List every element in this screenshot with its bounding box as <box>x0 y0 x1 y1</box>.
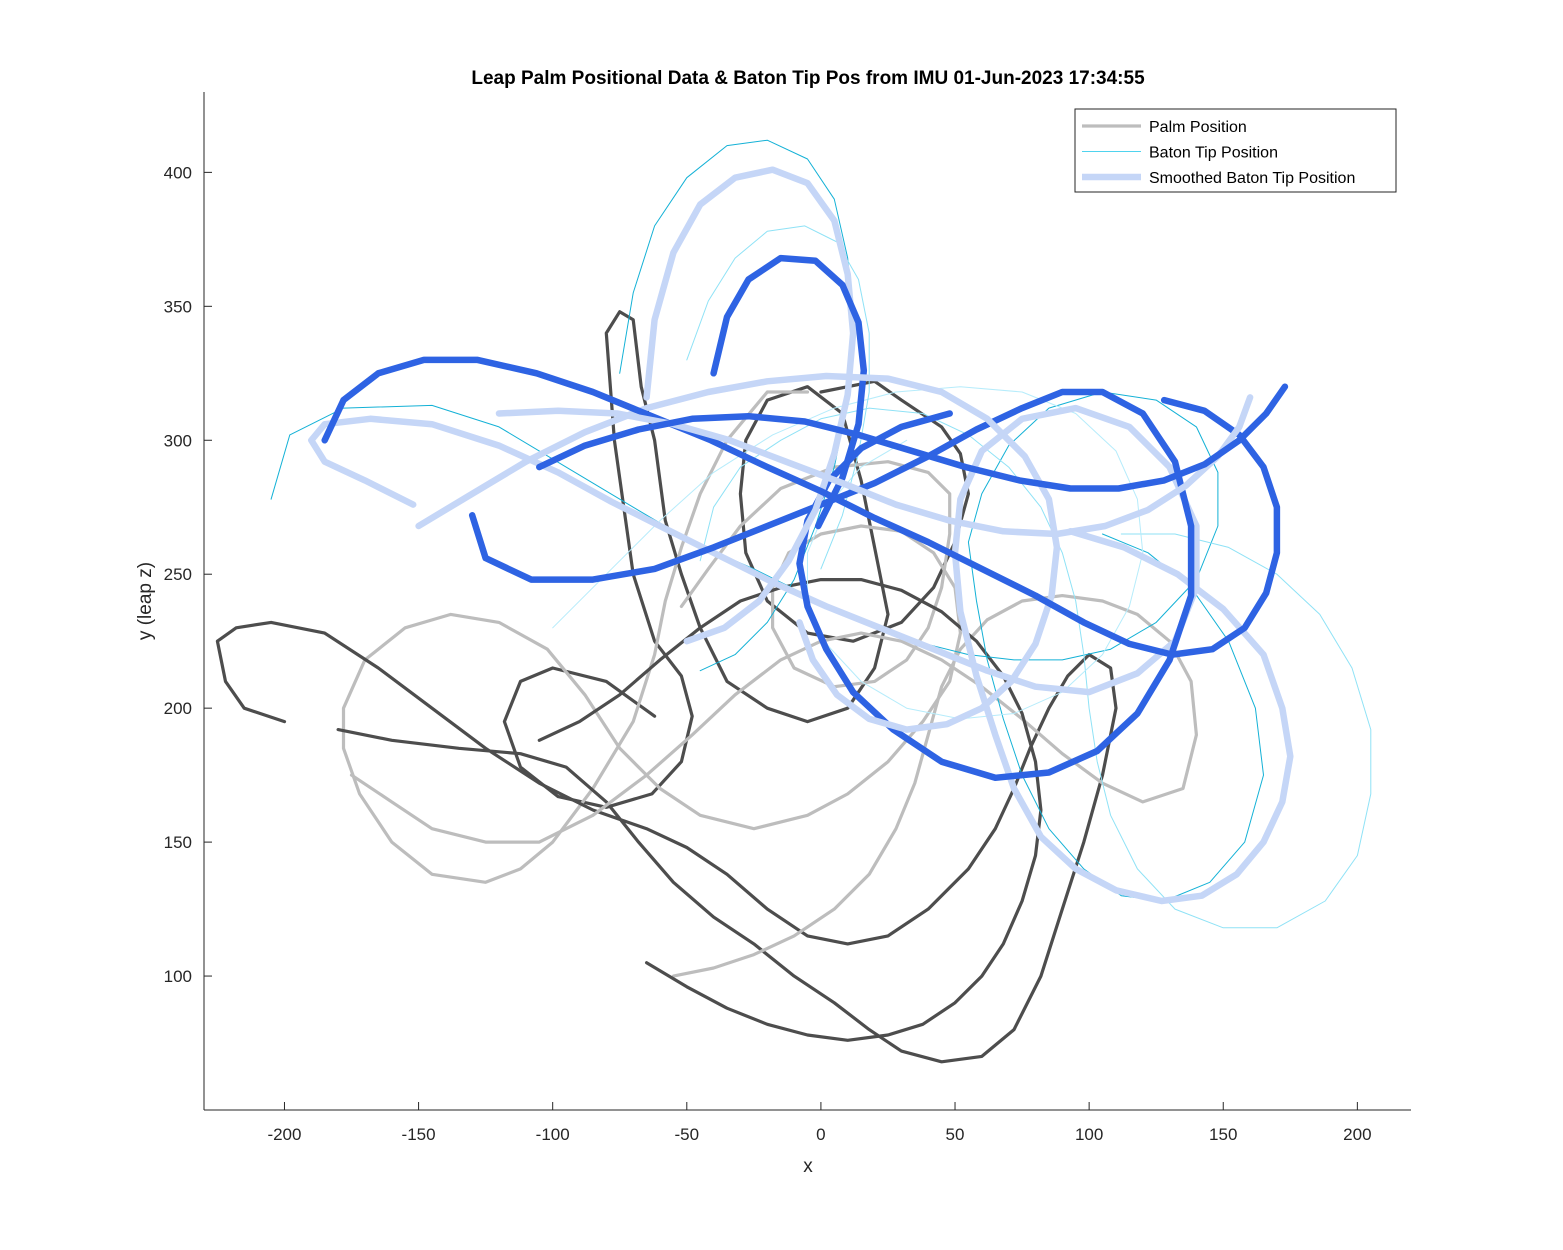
y-tick-label: 200 <box>164 699 192 718</box>
x-tick-label: -50 <box>675 1125 700 1144</box>
x-tick-label: 50 <box>946 1125 965 1144</box>
smooth-line <box>710 254 868 530</box>
legend-entry-label: Palm Position <box>1149 119 1247 136</box>
y-tick-label: 250 <box>164 565 192 584</box>
x-axis-label: x <box>803 1156 813 1177</box>
chart-title: Leap Palm Positional Data & Baton Tip Po… <box>471 68 1145 89</box>
smooth-line <box>308 404 1294 905</box>
palm-line <box>349 593 1199 978</box>
y-tick-label: 350 <box>164 297 192 316</box>
x-tick-label: -100 <box>536 1125 570 1144</box>
y-tick-label: 400 <box>164 163 192 182</box>
plot-lines <box>215 139 1372 1064</box>
y-axis-label: y (leap z) <box>135 562 156 640</box>
legend-entry-label: Smoothed Baton Tip Position <box>1149 170 1355 187</box>
y-tick-label: 100 <box>164 967 192 986</box>
x-tick-label: -200 <box>267 1125 301 1144</box>
x-tick-label: 150 <box>1209 1125 1237 1144</box>
raw-line <box>619 139 854 672</box>
legend-entry-label: Baton Tip Position <box>1149 145 1278 162</box>
y-tick-label: 300 <box>164 431 192 450</box>
palm-line <box>502 310 971 809</box>
smooth-line <box>468 388 1195 782</box>
x-tick-label: 100 <box>1075 1125 1103 1144</box>
x-tick-label: -150 <box>402 1125 436 1144</box>
x-tick-label: 200 <box>1343 1125 1371 1144</box>
palm-line <box>537 577 1043 1042</box>
smooth-line <box>643 166 857 645</box>
smooth-line <box>536 383 1289 492</box>
legend: Palm Position Baton Tip Position Smoothed … <box>1074 108 1397 193</box>
raw-line <box>686 225 870 570</box>
x-tick-label: 0 <box>816 1125 825 1144</box>
smooth-line <box>495 394 1254 538</box>
series-smooth <box>308 166 1294 905</box>
y-tick-label: 150 <box>164 833 192 852</box>
smooth-line <box>321 356 1281 658</box>
palm-line <box>341 390 963 884</box>
axes: -200 -150 -100 -50 0 50 100 150 200 100 150 200 250 3… <box>164 92 1411 1144</box>
